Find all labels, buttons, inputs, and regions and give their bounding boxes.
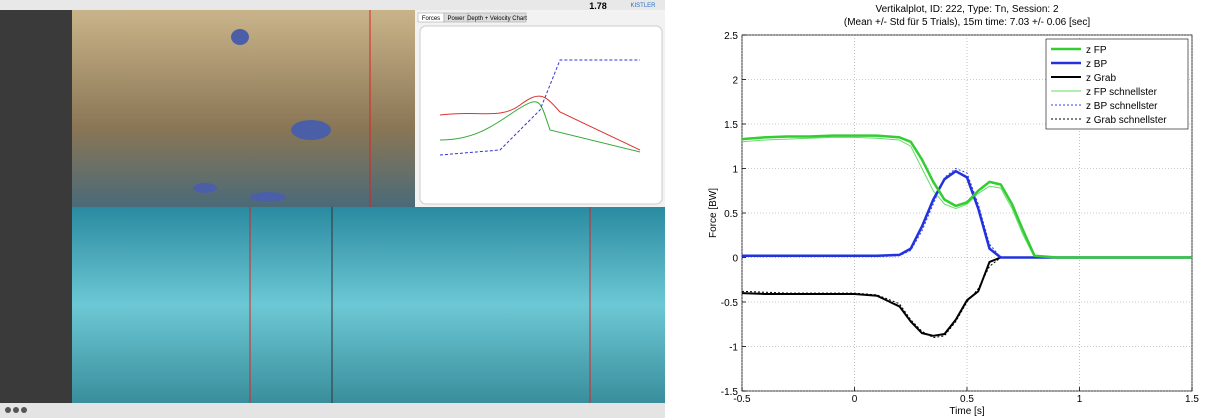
legend-label: z FP schnellster (1086, 87, 1158, 98)
tag (193, 183, 217, 193)
mini-line (439, 95, 641, 151)
chart-title: Vertikalplot, ID: 222, Type: Tn, Session… (875, 4, 1059, 15)
x-tick-label: 1.5 (1185, 394, 1199, 405)
legend-label: z BP (1086, 59, 1107, 70)
y-axis-label: Force [BW] (708, 188, 719, 238)
y-tick-label: -0.5 (721, 298, 739, 309)
y-tick-label: 2 (732, 76, 738, 87)
tag (231, 29, 249, 45)
chart: Vertikalplot, ID: 222, Type: Tn, Session… (708, 4, 1199, 417)
value-display: 1.78 (589, 1, 607, 11)
tag (291, 120, 331, 140)
legend-label: z Grab (1086, 73, 1116, 84)
chart-subtitle: (Mean +/- Std für 5 Trials), 15m time: 7… (844, 17, 1090, 28)
tab-label: Forces (422, 16, 440, 22)
y-tick-label: 2.5 (724, 31, 738, 42)
y-tick-label: -1.5 (721, 387, 739, 398)
y-tick-label: 1 (732, 165, 738, 176)
legend-label: z FP (1086, 45, 1107, 56)
x-tick-label: 1 (1077, 394, 1083, 405)
video-underwater (332, 207, 665, 403)
x-axis-label: Time [s] (949, 406, 984, 417)
x-tick-label: 0 (852, 394, 858, 405)
y-tick-label: 0 (732, 254, 738, 265)
mini-chart (419, 25, 663, 205)
control-button[interactable] (13, 407, 19, 413)
legend-label: z Grab schnellster (1086, 115, 1167, 126)
legend-box (1045, 38, 1189, 130)
tab[interactable] (467, 12, 527, 23)
tag (250, 192, 286, 202)
x-tick-label: 0.5 (960, 394, 974, 405)
video-underwater (72, 207, 332, 403)
control-button[interactable] (21, 407, 27, 413)
mini-line (439, 101, 641, 153)
software-screenshot: 1.78 KISTLER Forces Power Depth + Veloci… (0, 0, 665, 418)
x-tick-label: -0.5 (733, 394, 751, 405)
data-line (741, 134, 1192, 259)
mini-line (439, 59, 640, 156)
bottom-bar (0, 403, 665, 418)
tab-label: Depth + Velocity Chart (467, 16, 527, 22)
tab-label: Power (447, 16, 464, 22)
control-button[interactable] (5, 407, 11, 413)
sidebar (0, 10, 72, 403)
top-bar (0, 0, 665, 10)
y-tick-label: -1 (729, 343, 738, 354)
y-tick-label: 0.5 (724, 209, 738, 220)
legend-label: z BP schnellster (1086, 101, 1158, 112)
brand-logo: KISTLER (630, 3, 656, 9)
y-tick-label: 1.5 (724, 120, 738, 131)
